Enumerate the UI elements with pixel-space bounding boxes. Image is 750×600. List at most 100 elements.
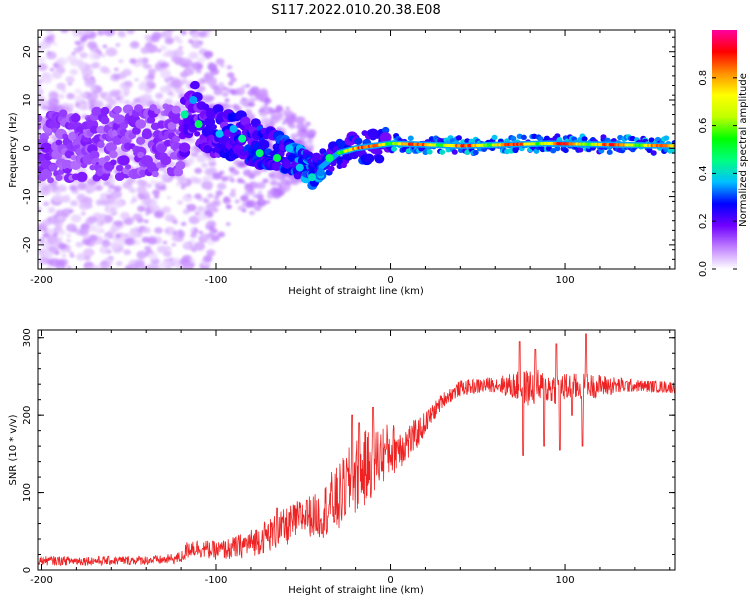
heatmap-cell xyxy=(239,99,248,106)
heatmap-cell xyxy=(598,148,605,154)
heatmap-cell xyxy=(153,210,164,219)
heatmap-cell xyxy=(42,201,50,207)
heatmap-cell xyxy=(202,176,210,182)
heatmap-cell xyxy=(55,174,63,181)
heatmap-cell xyxy=(244,109,252,115)
heatmap-cell xyxy=(143,219,149,224)
heatmap-cell xyxy=(210,124,217,130)
heatmap-cell xyxy=(172,219,179,225)
heatmap-cell xyxy=(46,51,52,55)
heatmap-cell xyxy=(124,237,134,246)
heatmap-cell xyxy=(188,51,199,60)
heatmap-cell xyxy=(113,185,122,192)
heatmap-cell xyxy=(191,61,203,71)
heatmap-cell xyxy=(129,200,135,205)
heatmap-cell xyxy=(122,181,133,189)
heatmap-cell xyxy=(89,164,96,171)
heatmap-cell xyxy=(363,153,375,164)
heatmap-cell xyxy=(117,30,126,37)
heatmap-cell xyxy=(160,155,172,166)
heatmap-cell xyxy=(79,52,88,59)
heatmap-cell xyxy=(101,199,110,206)
heatmap-cell xyxy=(109,89,119,97)
heatmap-cell xyxy=(40,168,53,179)
heatmap-cell xyxy=(472,149,479,156)
heatmap-cell xyxy=(97,30,105,36)
heatmap-cell xyxy=(82,233,89,239)
heatmap-cell xyxy=(161,206,171,214)
heatmap-cell xyxy=(137,151,145,159)
heatmap-cell xyxy=(208,95,215,101)
heatmap-cell xyxy=(177,200,183,205)
heatmap-cell xyxy=(38,95,46,103)
heatmap-cell xyxy=(376,149,383,155)
heatmap-cell xyxy=(122,68,132,77)
heatmap-cell xyxy=(124,81,130,86)
heatmap-cell xyxy=(268,172,275,178)
heatmap-cell xyxy=(426,149,433,155)
heatmap-cell xyxy=(179,71,189,78)
heatmap-cell xyxy=(177,232,185,238)
x-tick-label: 0 xyxy=(387,575,393,586)
colorbar-tick-label: 0.2 xyxy=(698,213,709,229)
heatmap-cell xyxy=(109,150,118,159)
heatmap-cell xyxy=(208,167,218,174)
heatmap-cell xyxy=(81,67,94,77)
heatmap-cell xyxy=(157,245,168,254)
heatmap-cell xyxy=(42,232,50,238)
heatmap-cell xyxy=(113,67,119,72)
heatmap-cell xyxy=(236,178,244,184)
heatmap-cell xyxy=(227,72,235,78)
heatmap-cell xyxy=(113,74,120,80)
colorbar-tick-label: 0.8 xyxy=(698,70,709,86)
heatmap-cell xyxy=(142,128,152,137)
heatmap-cell xyxy=(268,107,274,111)
heatmap-cell xyxy=(65,194,70,198)
heatmap-cell xyxy=(102,44,108,49)
heatmap-cell xyxy=(84,184,96,194)
heatmap-cell xyxy=(307,143,315,150)
heatmap-cell xyxy=(205,203,216,211)
heatmap-cell xyxy=(140,93,153,103)
heatmap-cell xyxy=(58,242,67,250)
heatmap-cell xyxy=(69,209,74,213)
heatmap-cell xyxy=(123,249,132,256)
heatmap-cell xyxy=(307,173,316,182)
heatmap-cell xyxy=(220,175,229,182)
heatmap-cell xyxy=(207,63,218,71)
heatmap-cell xyxy=(87,41,98,49)
heatmap-cell xyxy=(103,155,111,162)
heatmap-cell xyxy=(510,135,517,142)
heatmap-cell xyxy=(491,134,498,141)
heatmap-cell xyxy=(57,184,67,193)
heatmap-cell xyxy=(258,190,262,194)
heatmap-cell xyxy=(207,211,214,217)
colorbar-label: Normalized spectral amplitude xyxy=(738,73,749,227)
heatmap-cell xyxy=(175,182,181,187)
heatmap-cell xyxy=(38,63,48,71)
y-tick-label: 300 xyxy=(22,328,33,347)
heatmap-cell xyxy=(305,121,311,127)
heatmap-cell xyxy=(48,258,61,267)
heatmap-cell xyxy=(148,252,158,260)
heatmap-cell xyxy=(90,63,97,69)
heatmap-cell xyxy=(40,74,53,84)
heatmap-cell xyxy=(147,44,158,53)
heatmap-cell xyxy=(154,227,163,234)
heatmap-cell xyxy=(41,105,48,111)
heatmap-cell xyxy=(186,68,195,76)
x-tick-label: -200 xyxy=(30,575,53,586)
heatmap-cell xyxy=(159,45,167,51)
heatmap-cell xyxy=(269,180,278,187)
heatmap-cell xyxy=(96,180,101,185)
heatmap-cell xyxy=(99,91,107,98)
heatmap-cell xyxy=(125,164,132,170)
heatmap-cell xyxy=(142,226,151,234)
x-tick-label: 100 xyxy=(556,575,575,586)
heatmap-cell xyxy=(153,194,160,199)
heatmap-cell xyxy=(70,154,77,161)
heatmap-cell xyxy=(247,101,255,108)
heatmap-cell xyxy=(224,98,230,103)
heatmap-cell xyxy=(234,199,240,204)
